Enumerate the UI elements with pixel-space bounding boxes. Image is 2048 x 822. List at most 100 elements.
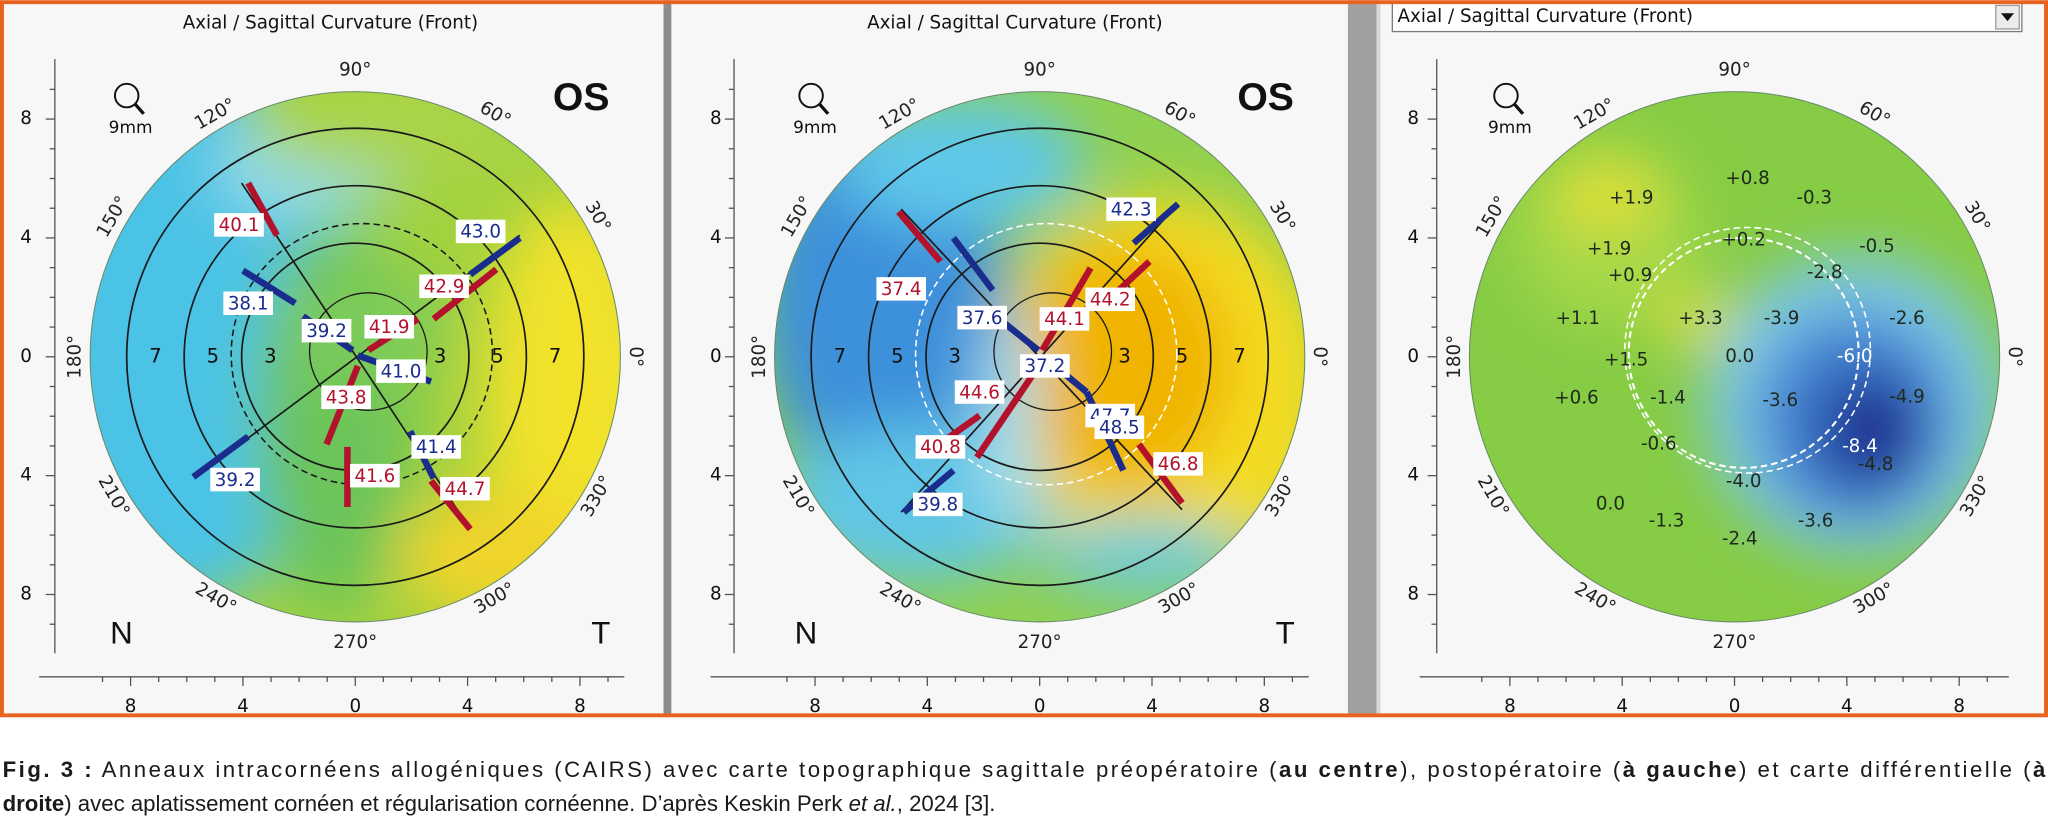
ring-label: 7	[834, 344, 846, 367]
eye-label: OS	[1237, 76, 1294, 119]
ring-label: 5	[891, 344, 903, 367]
pupil-outline	[1627, 236, 1860, 469]
topography-map	[1469, 91, 2000, 622]
x-tick-label: 4	[1841, 696, 1853, 717]
ring	[867, 184, 1212, 529]
nasal-label: N	[795, 615, 818, 650]
angle-label: 90°	[339, 60, 371, 81]
angle-label: 270°	[333, 632, 377, 653]
ring-label: 7	[1233, 344, 1245, 367]
ring-label: 3	[264, 344, 276, 367]
pupil-outline	[230, 222, 494, 486]
temporal-label: T	[1276, 615, 1295, 650]
value-box	[214, 213, 264, 237]
value-label: 46.8	[1158, 454, 1199, 475]
x-tick-label: 0	[1034, 696, 1046, 717]
value-label: 38.1	[228, 294, 269, 315]
x-tick-label: 8	[1504, 696, 1516, 717]
value-label: +0.6	[1554, 388, 1598, 409]
y-tick-label: 8	[20, 108, 32, 129]
temporal-label: T	[591, 615, 610, 650]
value-label: -4.9	[1889, 386, 1925, 407]
value-label: 41.6	[355, 466, 396, 487]
value-label: 44.1	[1044, 309, 1085, 330]
separator	[1376, 0, 1381, 716]
ring-label: 3	[434, 344, 446, 367]
zoom-label: 9mm	[1488, 118, 1532, 138]
value-label: +1.9	[1609, 188, 1653, 209]
map-outline	[89, 91, 621, 623]
zoom-icon	[817, 102, 830, 115]
angle-label: 270°	[1018, 632, 1062, 653]
value-label: -3.6	[1762, 390, 1798, 411]
angle-label: 0°	[1309, 346, 1330, 367]
value-label: 44.7	[445, 479, 486, 500]
value-label: -2.6	[1889, 308, 1925, 329]
ring-label: 5	[1176, 344, 1188, 367]
value-box	[912, 492, 963, 517]
x-tick-label: 8	[1259, 696, 1271, 717]
x-tick-label: 8	[809, 696, 821, 717]
ring-label: 5	[491, 344, 503, 367]
value-label: -1.4	[1650, 388, 1686, 409]
ring-label: 3	[949, 344, 961, 367]
value-box	[1106, 197, 1156, 221]
pupil-outline	[1624, 226, 1872, 474]
y-tick-label: 4	[1407, 227, 1419, 248]
value-label: 41.0	[381, 361, 422, 382]
y-tick-label: 4	[1407, 465, 1419, 486]
x-tick-label: 8	[1953, 696, 1965, 717]
ring-segment	[191, 433, 251, 480]
ring	[925, 242, 1155, 472]
panel-title: Axial / Sagittal Curvature (Front)	[183, 13, 478, 34]
ring-segment	[245, 181, 280, 237]
caption-line: droite) avec aplatissement cornéen et ré…	[3, 791, 996, 816]
zoom-label: 9mm	[793, 118, 837, 138]
value-label: 37.2	[1025, 356, 1066, 377]
x-tick-label: 0	[1729, 696, 1741, 717]
value-label: -3.9	[1764, 308, 1800, 329]
value-box	[210, 467, 260, 492]
value-label: 0.0	[1596, 493, 1625, 514]
value-box	[1153, 452, 1203, 476]
dropdown[interactable]	[1391, 2, 2023, 33]
ring-label: 5	[207, 344, 219, 367]
value-label: +1.1	[1556, 308, 1600, 329]
panel-title: Axial / Sagittal Curvature (Front)	[867, 13, 1162, 34]
angle-label: 180°	[749, 335, 770, 379]
value-box	[1085, 287, 1136, 312]
value-label: 42.9	[424, 277, 465, 298]
value-box	[223, 291, 273, 315]
value-label: 40.8	[920, 437, 961, 458]
value-label: +0.2	[1721, 230, 1765, 251]
angle-label: 90°	[1023, 60, 1055, 81]
value-label: +3.3	[1678, 308, 1722, 329]
y-tick-label: 4	[710, 465, 722, 486]
angle-label: 90°	[1718, 60, 1750, 81]
y-tick-label: 8	[710, 108, 722, 129]
value-label: -0.6	[1641, 433, 1677, 454]
ring	[810, 127, 1270, 587]
x-tick-label: 8	[125, 696, 137, 717]
caption-text: droite	[3, 791, 65, 816]
value-box	[376, 359, 426, 383]
separator	[663, 0, 672, 716]
y-tick-label: 4	[20, 465, 32, 486]
value-label: 37.4	[881, 279, 922, 300]
zoom-icon	[113, 82, 140, 109]
value-box	[954, 380, 1005, 404]
angle-label: 0°	[625, 346, 646, 367]
pupil-outline	[914, 222, 1178, 486]
value-label: 48.5	[1099, 418, 1140, 439]
value-box	[1094, 415, 1145, 440]
angle-label: 180°	[1444, 335, 1465, 379]
value-label: -2.4	[1722, 529, 1758, 550]
value-label: 44.2	[1090, 290, 1131, 311]
ring	[125, 127, 585, 587]
ring-segment	[901, 467, 956, 515]
zoom-icon	[1493, 82, 1519, 109]
value-label: +1.5	[1604, 350, 1648, 371]
value-label: 39.2	[215, 470, 256, 491]
nasal-label: N	[110, 615, 133, 650]
y-tick-label: 4	[710, 227, 722, 248]
